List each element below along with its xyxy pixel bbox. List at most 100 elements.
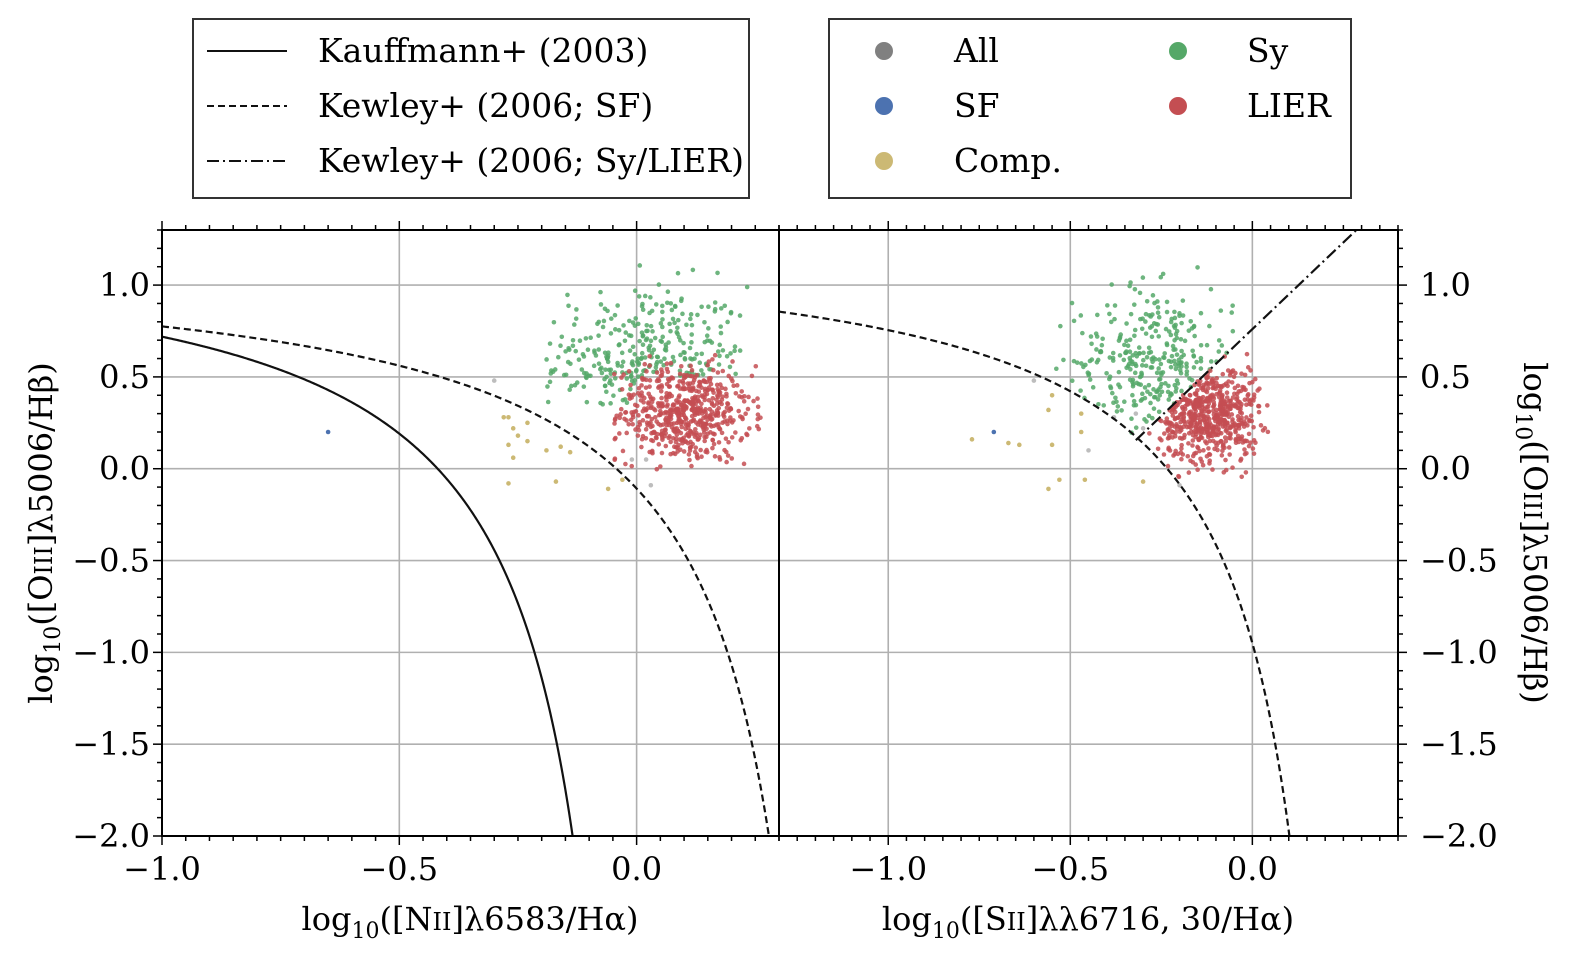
left-lier-point	[730, 359, 735, 364]
left-sy-point	[565, 359, 571, 365]
right-sy-point	[1142, 385, 1148, 390]
right-sy-point	[1079, 361, 1084, 366]
left-sy-point	[600, 402, 605, 407]
right-sy-point	[1174, 352, 1180, 357]
legend-lier-marker	[1169, 97, 1187, 115]
left-axes-frame	[161, 229, 780, 837]
right-lier-point	[1245, 393, 1251, 398]
left-lier-point	[659, 432, 665, 438]
right-sy-point	[1126, 361, 1132, 367]
left-lier-point	[704, 426, 709, 432]
right-lier-point	[1234, 401, 1240, 407]
right-sy-point	[1099, 342, 1105, 348]
left-lier-point	[715, 370, 721, 375]
left-sy-point	[565, 292, 570, 298]
right-sy-point	[1101, 403, 1107, 408]
right-lier-point	[1169, 423, 1175, 428]
left-sy-point	[675, 325, 680, 331]
right-sy-point	[1137, 374, 1143, 380]
left-lier-point	[744, 432, 750, 438]
left-lier-point	[619, 375, 624, 380]
left-lier-point	[659, 384, 665, 390]
left-lier-point	[695, 398, 701, 404]
left-sy-point	[584, 399, 590, 405]
right-lier-point	[1220, 371, 1226, 377]
left-all-point	[629, 457, 635, 462]
right-lier-point	[1225, 383, 1230, 389]
right-sy-point	[1139, 370, 1144, 376]
right-lier-point	[1236, 439, 1241, 445]
right-lier-point	[1252, 376, 1258, 382]
right-y-axis-label: log10([OIII]λ5006/Hβ)	[1510, 362, 1554, 704]
left-y-tick-label: −1.0	[72, 633, 150, 671]
right-sy-point	[1146, 413, 1152, 419]
right-sy-point	[1208, 286, 1214, 292]
left-sy-point	[630, 344, 636, 350]
left-sy-point	[648, 338, 654, 344]
left-sy-point	[689, 332, 695, 337]
right-lier-point	[1206, 451, 1212, 457]
left-sy-point	[558, 343, 563, 349]
right-sy-point	[1144, 298, 1150, 304]
right-sy-point	[1150, 293, 1156, 298]
right-sy-point	[1132, 370, 1138, 376]
left-lier-point	[628, 417, 634, 423]
right-sy-point	[1132, 333, 1137, 339]
left-sy-point	[717, 353, 722, 359]
left-sy-point	[737, 313, 743, 318]
right-sy-point	[1140, 391, 1145, 397]
right-sy-point	[1149, 324, 1155, 329]
left-lier-point	[731, 383, 736, 389]
left-lier-point	[696, 437, 701, 442]
right-lier-point	[1211, 425, 1216, 431]
left-lier-point	[708, 430, 713, 435]
right-lier-point	[1250, 446, 1256, 451]
left-lier-point	[725, 421, 730, 427]
legend-lier-label: LIER	[1247, 86, 1332, 125]
right-lier-point	[1224, 390, 1230, 395]
right-comp-point	[1017, 442, 1022, 448]
right-lier-point	[1210, 438, 1216, 444]
left-sy-point	[591, 363, 597, 369]
right-sy-point	[1148, 365, 1154, 370]
left-lier-point	[660, 422, 666, 427]
line-legend-frame	[192, 18, 750, 199]
right-lier-point	[1242, 372, 1248, 378]
left-sy-point	[583, 336, 589, 341]
right-lier-point	[1236, 389, 1242, 394]
left-lier-point	[629, 463, 635, 469]
right-lier-point	[1190, 443, 1195, 448]
right-lier-point	[1192, 406, 1198, 412]
legend-sy-marker	[1169, 42, 1187, 60]
left-y-tick-label: 0.0	[99, 450, 150, 488]
right-sy-point	[1174, 328, 1180, 334]
left-sy-point	[732, 344, 738, 349]
left-lier-point	[638, 398, 644, 403]
right-sy-point	[1136, 345, 1142, 350]
left-lier-point	[702, 379, 708, 385]
left-sy-point	[733, 371, 738, 377]
left-lier-point	[675, 384, 680, 389]
left-lier-point	[695, 394, 701, 400]
left-lier-point	[723, 436, 729, 441]
right-y-tick-label: −1.0	[1420, 633, 1498, 671]
right-sy-point	[1191, 365, 1197, 370]
right-lier-point	[1179, 456, 1184, 462]
right-sy-point	[1172, 337, 1177, 343]
left-sy-point	[598, 289, 603, 295]
left-sy-point	[604, 389, 609, 395]
left-lier-point	[647, 378, 653, 383]
right-sy-point	[1138, 316, 1143, 322]
left-comp-point	[605, 486, 611, 492]
right-sy-point	[1182, 338, 1188, 344]
left-lier-point	[622, 416, 627, 422]
right-sy-point	[1081, 364, 1086, 370]
left-lier-point	[736, 408, 741, 414]
left-sy-point	[573, 348, 579, 354]
left-sy-point	[665, 289, 671, 295]
right-lier-point	[1214, 431, 1219, 437]
left-lier-point	[617, 431, 622, 436]
right-lier-point	[1218, 416, 1223, 422]
right-sy-point	[1155, 310, 1161, 316]
right-sy-point	[1166, 329, 1172, 334]
